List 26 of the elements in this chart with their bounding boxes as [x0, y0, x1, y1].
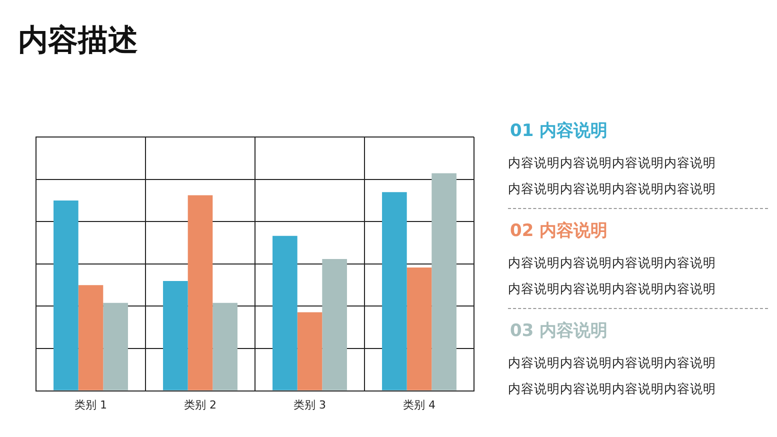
bar	[272, 236, 298, 390]
bar	[54, 200, 78, 390]
bar	[163, 280, 188, 390]
x-tick-label: 类别 1	[74, 398, 107, 412]
text: 03 内容说明	[510, 320, 609, 342]
bar	[432, 173, 456, 390]
bar	[103, 302, 128, 390]
bar	[212, 302, 238, 390]
text: 内容说明内容说明内容说明内容说明	[508, 254, 717, 272]
bar	[382, 192, 407, 390]
text: 01 内容说明	[510, 120, 609, 142]
text: 内容说明内容说明内容说明内容说明	[508, 154, 717, 172]
bar	[188, 195, 213, 390]
text: 内容说明内容说明内容说明内容说明	[508, 180, 717, 198]
x-tick-label: 类别 3	[294, 398, 326, 412]
text: 02 内容说明	[510, 220, 609, 242]
x-tick-label: 类别 4	[403, 398, 436, 412]
bar	[322, 258, 347, 390]
chart-title: 内容描述	[18, 22, 138, 60]
bar	[406, 267, 432, 390]
x-tick-label: 类别 2	[184, 398, 216, 412]
bar	[297, 312, 322, 390]
text: 内容说明内容说明内容说明内容说明	[508, 280, 717, 298]
text: 内容说明内容说明内容说明内容说明	[508, 380, 717, 398]
bar	[78, 285, 104, 390]
text: 内容说明内容说明内容说明内容说明	[508, 354, 717, 372]
